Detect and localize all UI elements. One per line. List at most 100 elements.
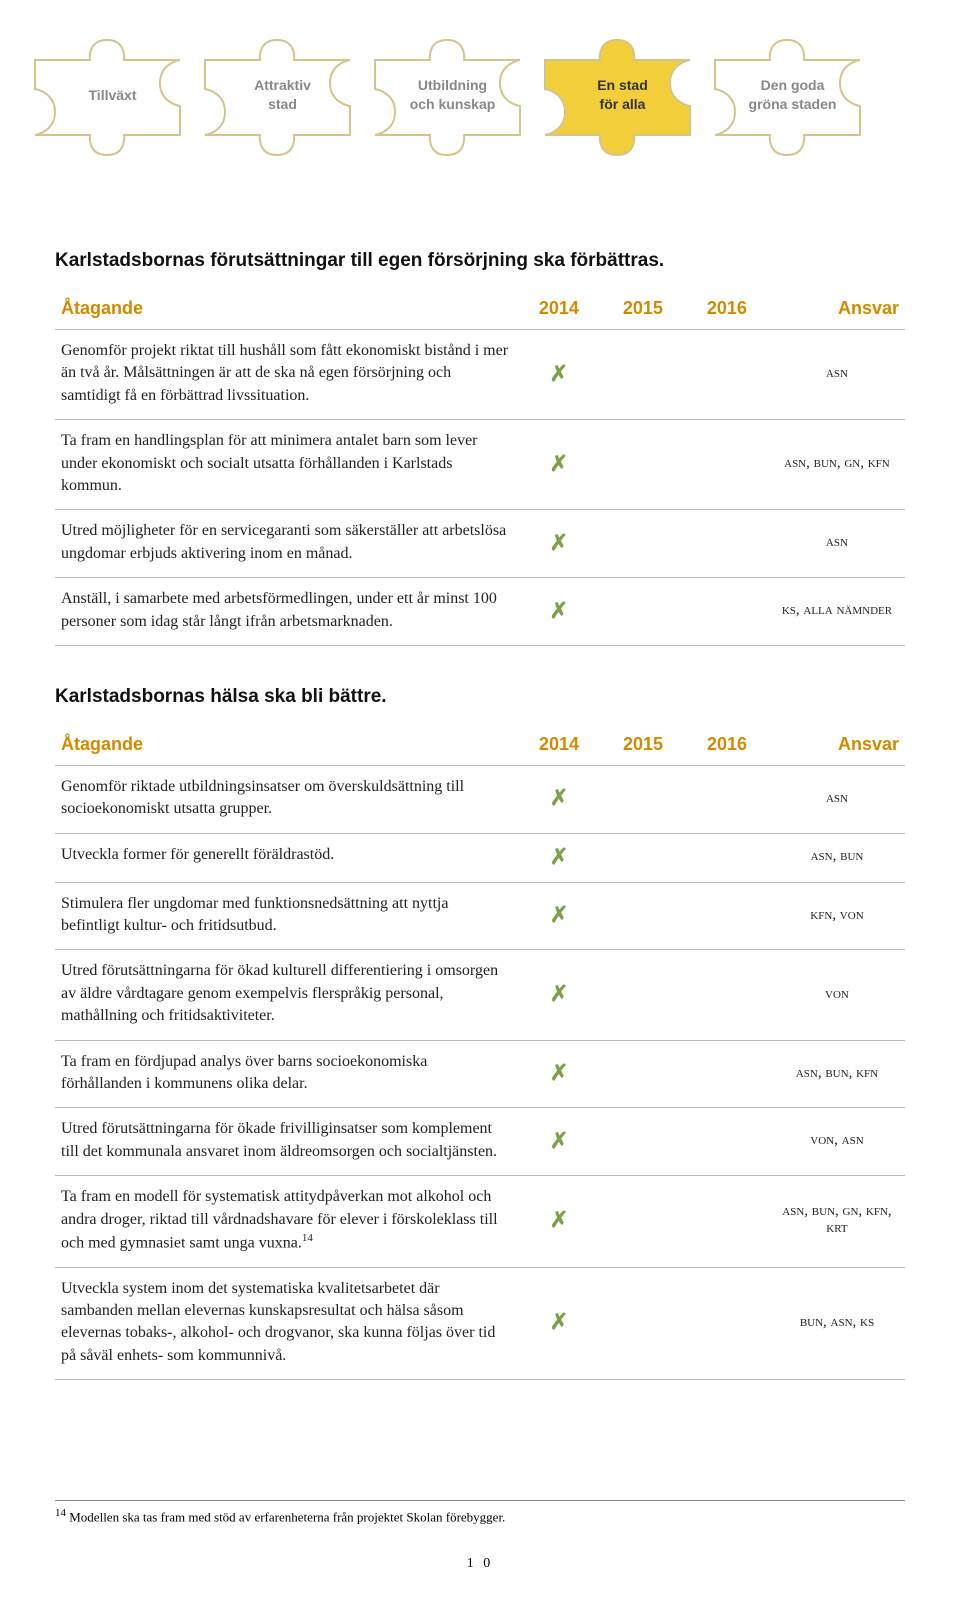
table-row: Ta fram en fördjupad analys över barns s… (55, 1040, 905, 1108)
cell-2016 (685, 1108, 769, 1176)
cell-desc: Utred möjligheter för en servicegaranti … (55, 510, 517, 578)
puzzle-label: En stadför alla (587, 76, 658, 114)
cell-2014: ✗ (517, 1176, 601, 1268)
cell-desc: Utred förutsättningarna för ökade frivil… (55, 1108, 517, 1176)
table-row: Utred förutsättningarna för ökad kulture… (55, 950, 905, 1040)
cell-2014: ✗ (517, 330, 601, 420)
th-2014: 2014 (517, 726, 601, 766)
cell-2014: ✗ (517, 950, 601, 1040)
puzzle-label: Attraktivstad (244, 76, 321, 114)
cell-2015 (601, 765, 685, 833)
check-icon: ✗ (550, 361, 568, 386)
cell-2015 (601, 330, 685, 420)
cell-ansvar: von, asn (769, 1108, 905, 1176)
puzzle-label: Utbildningoch kunskap (400, 76, 506, 114)
cell-desc: Ta fram en handlingsplan för att minimer… (55, 420, 517, 510)
cell-ansvar: kfn, von (769, 882, 905, 950)
cell-desc: Genomför projekt riktat till hushåll som… (55, 330, 517, 420)
cell-2015 (601, 833, 685, 882)
section-title: Karlstadsbornas hälsa ska bli bättre. (55, 686, 905, 708)
th-2015: 2015 (601, 726, 685, 766)
check-icon: ✗ (550, 1309, 568, 1334)
check-icon: ✗ (550, 844, 568, 869)
cell-2014: ✗ (517, 510, 601, 578)
check-icon: ✗ (550, 451, 568, 476)
cell-2015 (601, 1108, 685, 1176)
cell-2015 (601, 1176, 685, 1268)
footnote-text: Modellen ska tas fram med stöd av erfare… (69, 1510, 505, 1525)
cell-2015 (601, 950, 685, 1040)
th-2014: 2014 (517, 290, 601, 330)
cell-2015 (601, 1040, 685, 1108)
cell-desc: Stimulera fler ungdomar med funktionsned… (55, 882, 517, 950)
commitment-table: Åtagande 2014 2015 2016 Ansvar Genomför … (55, 290, 905, 646)
puzzle-piece-3: En stadför alla (540, 40, 705, 150)
cell-2016 (685, 330, 769, 420)
cell-2014: ✗ (517, 1040, 601, 1108)
cell-2016 (685, 1040, 769, 1108)
cell-ansvar: asn (769, 765, 905, 833)
cell-2016 (685, 510, 769, 578)
puzzle-piece-0: Tillväxt (30, 40, 195, 150)
cell-desc: Genomför riktade utbildningsinsatser om … (55, 765, 517, 833)
table-row: Genomför projekt riktat till hushåll som… (55, 330, 905, 420)
check-icon: ✗ (550, 1207, 568, 1232)
cell-2016 (685, 1267, 769, 1380)
cell-2014: ✗ (517, 578, 601, 646)
check-icon: ✗ (550, 530, 568, 555)
cell-2015 (601, 1267, 685, 1380)
th-ansvar: Ansvar (769, 726, 905, 766)
cell-desc: Utveckla system inom det systematiska kv… (55, 1267, 517, 1380)
cell-2016 (685, 1176, 769, 1268)
cell-2016 (685, 420, 769, 510)
th-2016: 2016 (685, 290, 769, 330)
table-row: Utveckla former för generellt föräldrast… (55, 833, 905, 882)
cell-2014: ✗ (517, 1267, 601, 1380)
check-icon: ✗ (550, 785, 568, 810)
cell-desc: Utred förutsättningarna för ökad kulture… (55, 950, 517, 1040)
cell-2014: ✗ (517, 420, 601, 510)
cell-ansvar: asn, bun, gn, kfn, krt (769, 1176, 905, 1268)
cell-ansvar: asn, bun, gn, kfn (769, 420, 905, 510)
puzzle-piece-4: Den godagröna staden (710, 40, 875, 150)
cell-ansvar: asn, bun (769, 833, 905, 882)
table-row: Ta fram en modell för systematisk attity… (55, 1176, 905, 1268)
check-icon: ✗ (550, 1060, 568, 1085)
footnote-num: 14 (55, 1507, 66, 1519)
puzzle-label: Den godagröna staden (739, 76, 847, 114)
th-atagande: Åtagande (55, 726, 517, 766)
cell-2016 (685, 765, 769, 833)
puzzle-piece-2: Utbildningoch kunskap (370, 40, 535, 150)
table-row: Genomför riktade utbildningsinsatser om … (55, 765, 905, 833)
th-atagande: Åtagande (55, 290, 517, 330)
cell-2015 (601, 882, 685, 950)
cell-2014: ✗ (517, 833, 601, 882)
cell-2016 (685, 578, 769, 646)
cell-ansvar: asn, bun, kfn (769, 1040, 905, 1108)
puzzle-label: Tillväxt (79, 86, 147, 105)
th-ansvar: Ansvar (769, 290, 905, 330)
cell-2016 (685, 882, 769, 950)
cell-desc: Ta fram en fördjupad analys över barns s… (55, 1040, 517, 1108)
cell-desc: Ta fram en modell för systematisk attity… (55, 1176, 517, 1268)
table-row: Utveckla system inom det systematiska kv… (55, 1267, 905, 1380)
section-title: Karlstadsbornas förutsättningar till ege… (55, 250, 905, 272)
table-row: Stimulera fler ungdomar med funktionsned… (55, 882, 905, 950)
cell-2016 (685, 833, 769, 882)
cell-ansvar: bun, asn, ks (769, 1267, 905, 1380)
cell-2014: ✗ (517, 765, 601, 833)
cell-ansvar: von (769, 950, 905, 1040)
footnote-ref: 14 (302, 1232, 313, 1244)
table-row: Utred förutsättningarna för ökade frivil… (55, 1108, 905, 1176)
cell-2014: ✗ (517, 882, 601, 950)
check-icon: ✗ (550, 902, 568, 927)
puzzle-nav: Tillväxt Attraktivstad Utbildningoch kun… (0, 0, 960, 210)
check-icon: ✗ (550, 598, 568, 623)
check-icon: ✗ (550, 981, 568, 1006)
page-body: Karlstadsbornas förutsättningar till ege… (0, 250, 960, 1612)
table-row: Utred möjligheter för en servicegaranti … (55, 510, 905, 578)
th-2015: 2015 (601, 290, 685, 330)
cell-ansvar: asn (769, 330, 905, 420)
cell-2014: ✗ (517, 1108, 601, 1176)
cell-2015 (601, 510, 685, 578)
